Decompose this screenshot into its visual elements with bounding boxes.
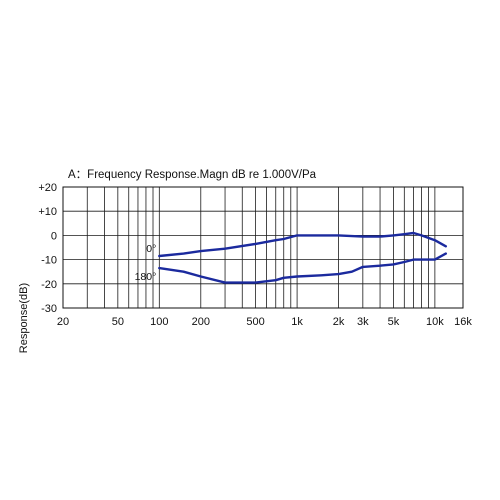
series-line <box>158 231 447 258</box>
y-tick-label: 0 <box>51 230 57 242</box>
x-tick-label: 2k <box>333 316 345 328</box>
y-tick-labels: +20 +10 0 -10 -20 -30 <box>38 182 57 315</box>
y-tick-label: +10 <box>38 206 57 218</box>
series-line <box>158 252 447 284</box>
x-tick-label: 200 <box>192 316 210 328</box>
x-tick-labels: 20 50 100 200 500 1k 2k 3k 5k 10k 16k <box>57 316 472 328</box>
y-tick-label: -30 <box>41 303 57 315</box>
x-tick-label: 1k <box>291 316 303 328</box>
chart-panel: A：Frequency Response.Magn dB re 1.000V/P… <box>0 145 500 355</box>
plot-frame <box>62 186 464 309</box>
x-tick-label: 5k <box>388 316 400 328</box>
x-tick-label: 50 <box>112 316 124 328</box>
frequency-response-chart: A：Frequency Response.Magn dB re 1.000V/P… <box>18 169 472 355</box>
y-tick-label: +20 <box>38 182 57 194</box>
x-tick-label: 16k <box>454 316 472 328</box>
x-tick-label: 100 <box>150 316 168 328</box>
series-label: 180° <box>135 271 157 283</box>
x-tick-label: 3k <box>357 316 369 328</box>
series-label: 0° <box>146 243 156 255</box>
y-tick-label: -10 <box>41 255 57 267</box>
y-axis-label: Relative Response(dB) <box>18 283 30 355</box>
series-lines: 0° 180° <box>135 231 447 284</box>
y-tick-label: -20 <box>41 279 57 291</box>
chart-title: A：Frequency Response.Magn dB re 1.000V/P… <box>68 169 317 181</box>
x-tick-label: 10k <box>426 316 444 328</box>
x-tick-label: 20 <box>57 316 69 328</box>
x-tick-label: 500 <box>246 316 264 328</box>
grid <box>62 186 463 309</box>
